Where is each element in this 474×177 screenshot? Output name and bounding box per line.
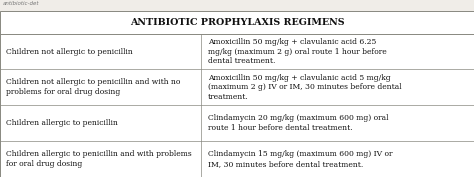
Text: Clindamycin 20 mg/kg (maximum 600 mg) oral
route 1 hour before dental treatment.: Clindamycin 20 mg/kg (maximum 600 mg) or… [208,114,388,132]
Text: Children allergic to penicillin and with problems
for oral drug dosing: Children allergic to penicillin and with… [6,150,192,168]
Text: Children not allergic to penicillin and with no
problems for oral drug dosing: Children not allergic to penicillin and … [6,78,181,96]
Text: Children allergic to penicillin: Children allergic to penicillin [6,119,118,127]
Text: Children not allergic to penicillin: Children not allergic to penicillin [6,47,133,56]
Text: Clindamycin 15 mg/kg (maximum 600 mg) IV or
IM, 30 minutes before dental treatme: Clindamycin 15 mg/kg (maximum 600 mg) IV… [208,150,392,168]
Text: Amoxicillin 50 mg/kg + clavulanic acid 5 mg/kg
(maximum 2 g) IV or IM, 30 minute: Amoxicillin 50 mg/kg + clavulanic acid 5… [208,74,401,101]
Text: Amoxicillin 50 mg/kg + clavulanic acid 6.25
mg/kg (maximum 2 g) oral route 1 hou: Amoxicillin 50 mg/kg + clavulanic acid 6… [208,38,386,65]
Text: ANTIBIOTIC PROPHYLAXIS REGIMENS: ANTIBIOTIC PROPHYLAXIS REGIMENS [130,18,344,27]
Text: antibiotic-det: antibiotic-det [2,1,39,7]
